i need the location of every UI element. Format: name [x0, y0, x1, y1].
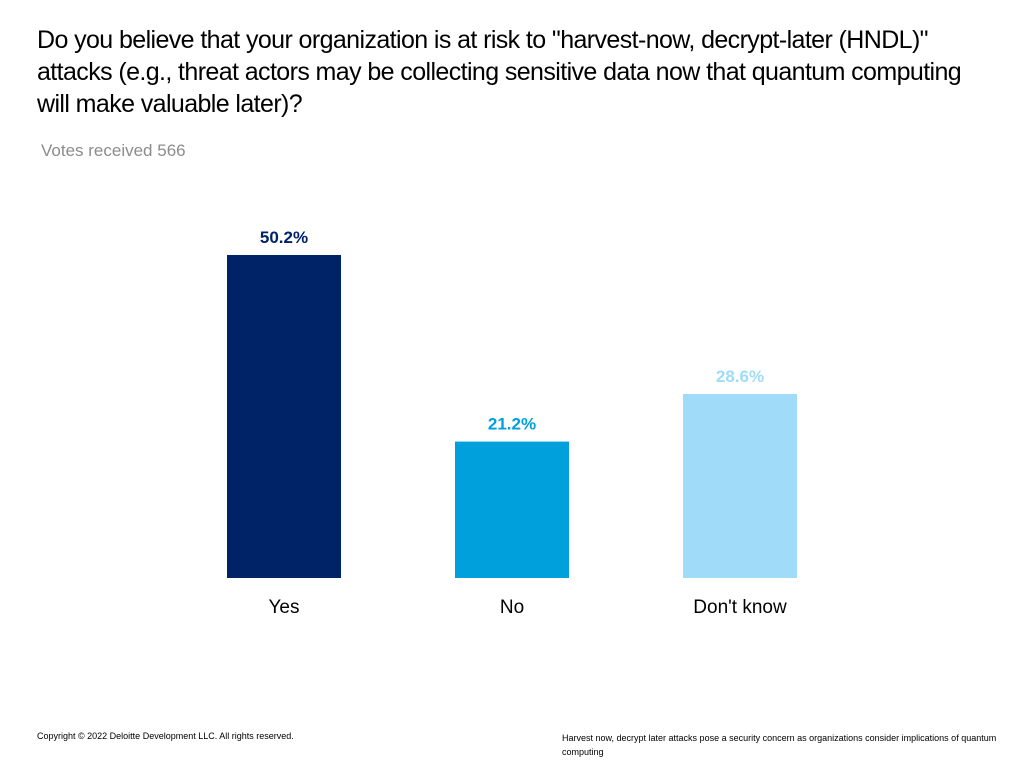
chart-title: Do you believe that your organization is…	[37, 26, 962, 118]
bar-don-t-know	[683, 393, 797, 578]
bar-yes	[227, 255, 341, 578]
data-label: 21.2%	[488, 415, 536, 434]
category-label: Don't know	[693, 597, 787, 618]
category-label: Yes	[269, 597, 300, 618]
data-label: 50.2%	[260, 228, 308, 247]
footnote: Harvest now, decrypt later attacks pose …	[562, 733, 997, 757]
data-label: 28.6%	[716, 367, 764, 386]
bar-chart: 50.2% Yes 21.2% No 28.6% Don't know	[227, 228, 797, 618]
copyright-footer: Copyright © 2022 Deloitte Development LL…	[37, 731, 294, 741]
bar-no	[455, 441, 569, 578]
votes-received-subtitle: Votes received 566	[41, 141, 186, 160]
category-label: No	[500, 597, 524, 618]
